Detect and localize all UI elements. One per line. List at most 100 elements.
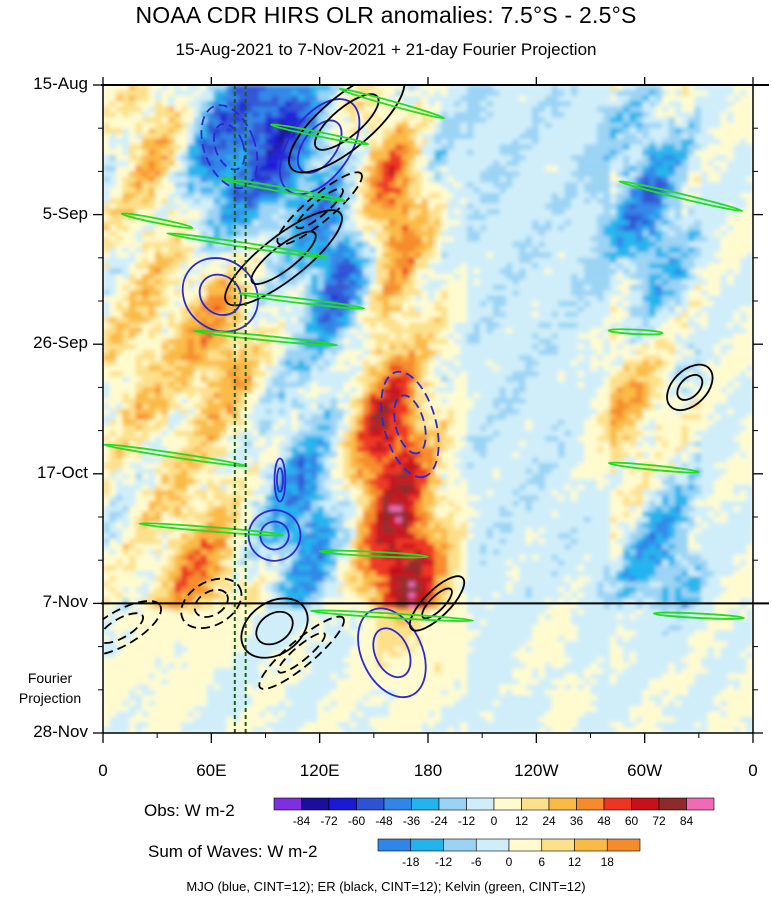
mjo-contour-2-0 xyxy=(181,257,259,333)
obs-colorbar-tick-2: -60 xyxy=(347,814,366,828)
waves-colorbar-swatch-5 xyxy=(541,838,575,852)
x-tick-label-5: 60W xyxy=(627,761,663,780)
obs-colorbar-swatch-0 xyxy=(273,797,302,811)
obs-colorbar-swatch-10 xyxy=(548,797,577,811)
obs-colorbar-swatch-2 xyxy=(328,797,357,811)
x-tick-label-6: 0 xyxy=(748,761,758,780)
x-tick-label-2: 120E xyxy=(299,761,340,780)
er-contour-8-1 xyxy=(277,631,326,674)
kelvin-contour-5 xyxy=(237,292,366,310)
kelvin-contour-0 xyxy=(338,87,445,120)
er-contour-7-0 xyxy=(103,600,162,657)
kelvin-contour-8 xyxy=(192,329,339,347)
er-contour-7-1 xyxy=(103,612,144,644)
y-tick-label-4: 7-Nov xyxy=(42,592,88,612)
er-contour-3-1 xyxy=(676,374,704,401)
waves-colorbar-swatch-7 xyxy=(606,838,641,852)
y-tick-label-1: 5-Sep xyxy=(42,203,88,223)
obs-colorbar-tick-8: 12 xyxy=(514,814,529,828)
waves-colorbar-tick-1: -12 xyxy=(434,855,453,869)
y-tick-label-3: 17-Oct xyxy=(36,462,88,482)
kelvin-contour-1 xyxy=(270,123,370,146)
waves-colorbar-swatch-4 xyxy=(508,838,543,852)
chart-subtitle: 15-Aug-2021 to 7-Nov-2021 + 21-day Fouri… xyxy=(175,40,597,59)
obs-colorbar-swatch-8 xyxy=(493,797,522,811)
obs-colorbar-tick-1: -72 xyxy=(320,814,338,828)
kelvin-contour-11 xyxy=(138,522,285,537)
obs-colorbar-swatch-15 xyxy=(686,797,715,811)
kelvin-contour-3 xyxy=(120,212,194,230)
chart-title: NOAA CDR HIRS OLR anomalies: 7.5°S - 2.5… xyxy=(135,2,637,28)
kelvin-contour-2 xyxy=(220,177,347,203)
colorbars xyxy=(273,797,715,852)
er-contour-1-0 xyxy=(224,209,343,307)
waves-colorbar-swatch-0 xyxy=(377,838,412,852)
kelvin-contour-10 xyxy=(607,328,664,336)
obs-colorbar-swatch-13 xyxy=(631,797,660,811)
obs-colorbar-swatch-4 xyxy=(383,797,412,811)
waves-colorbar-swatch-3 xyxy=(475,838,510,852)
waves-colorbar-swatch-1 xyxy=(410,838,444,852)
obs-colorbar-swatch-14 xyxy=(658,797,687,811)
waves-colorbar-tick-6: 18 xyxy=(600,855,614,869)
er-contour-2-0 xyxy=(276,171,363,246)
kelvin-contour-7 xyxy=(103,443,248,468)
obs-colorbar-tick-14: 84 xyxy=(679,814,694,828)
obs-colorbar-tick-13: 72 xyxy=(652,814,666,828)
legend-note: MJO (blue, CINT=12); ER (black, CINT=12)… xyxy=(186,879,586,894)
er-contour-2-1 xyxy=(295,187,344,230)
mjo-contour-3-0 xyxy=(380,370,440,479)
obs-colorbar-tick-11: 48 xyxy=(597,814,611,828)
y-tick-label-5: 28-Nov xyxy=(33,722,88,741)
obs-colorbar-tick-5: -24 xyxy=(430,814,448,828)
waves-colorbar-tick-2: -6 xyxy=(470,855,482,869)
kelvin-contour-6 xyxy=(618,180,744,212)
mjo-contour-0-0 xyxy=(200,104,259,190)
kelvin-contour-4 xyxy=(166,232,329,259)
y-tick-label-0: 15-Aug xyxy=(33,74,88,93)
obs-colorbar-tick-6: -12 xyxy=(457,814,476,828)
er-contour-5-1 xyxy=(255,610,294,646)
obs-colorbar-tick-12: 60 xyxy=(624,814,639,828)
obs-colorbar-swatch-3 xyxy=(356,797,385,811)
kelvin-contour-13 xyxy=(309,609,474,622)
wave-contours xyxy=(103,85,745,733)
mjo-contour-4-0 xyxy=(247,509,302,562)
er-contour-6-0 xyxy=(180,577,243,630)
obs-colorbar-tick-10: 36 xyxy=(569,814,584,828)
obs-colorbar-tick-4: -36 xyxy=(402,814,421,828)
olr-anomaly-field xyxy=(103,85,753,733)
mjo-contour-6-1 xyxy=(276,467,284,493)
fourier-projection-label: Fourier Projection xyxy=(4,668,96,708)
mjo-contour-4-1 xyxy=(259,520,290,551)
obs-colorbar-swatch-7 xyxy=(466,797,495,811)
x-tick-label-0: 0 xyxy=(98,761,108,780)
waves-colorbar-tick-5: 12 xyxy=(567,855,582,869)
waves-colorbar-tick-3: 0 xyxy=(505,855,513,869)
waves-colorbar-title: Sum of Waves: W m-2 xyxy=(148,842,318,861)
obs-colorbar-swatch-9 xyxy=(521,797,550,811)
obs-colorbar-tick-3: -48 xyxy=(375,814,393,828)
er-contour-3-0 xyxy=(666,363,714,412)
obs-colorbar-tick-9: 24 xyxy=(542,814,556,828)
obs-colorbar-swatch-6 xyxy=(438,797,467,811)
obs-colorbar-tick-0: -84 xyxy=(292,814,311,828)
obs-colorbar-tick-7: 0 xyxy=(490,814,498,828)
er-contour-4-0 xyxy=(408,575,466,632)
plot-frame xyxy=(93,77,769,743)
x-tick-label-4: 120W xyxy=(514,761,559,780)
mjo-contour-5-1 xyxy=(372,627,412,679)
obs-colorbar-swatch-1 xyxy=(301,797,330,811)
er-contour-4-1 xyxy=(421,587,453,620)
waves-colorbar-swatch-2 xyxy=(443,838,477,852)
obs-colorbar-swatch-11 xyxy=(576,797,605,811)
y-tick-label-2: 26-Sep xyxy=(33,333,88,353)
kelvin-contour-14 xyxy=(652,611,745,620)
x-tick-label-3: 180 xyxy=(413,761,443,780)
obs-colorbar-swatch-5 xyxy=(411,797,440,811)
mjo-contour-5-0 xyxy=(357,607,427,699)
er-contour-6-1 xyxy=(193,588,229,618)
obs-colorbar-title: Obs: W m-2 xyxy=(144,801,235,820)
obs-colorbar-swatch-12 xyxy=(603,797,632,811)
fourier-line-2: Projection xyxy=(18,690,82,706)
